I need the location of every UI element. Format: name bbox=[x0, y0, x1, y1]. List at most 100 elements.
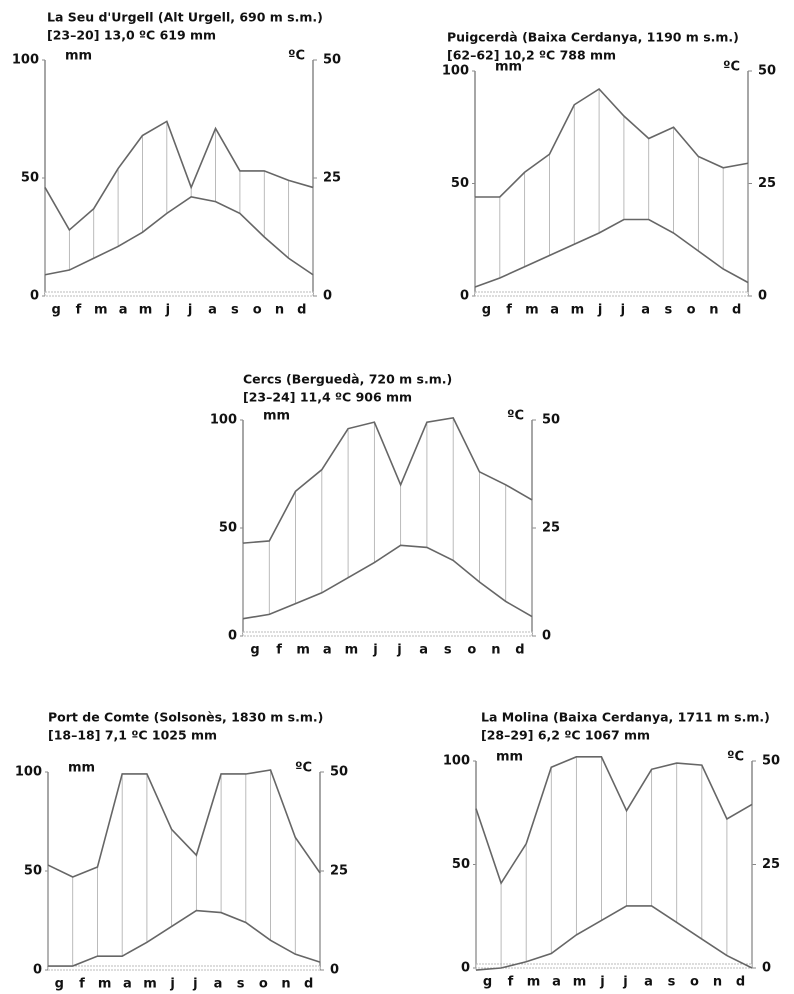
x-tick-label: a bbox=[641, 303, 650, 318]
x-tick-label: d bbox=[304, 977, 313, 992]
y2-axis-label: ºC bbox=[727, 750, 744, 765]
x-tick-label: j bbox=[192, 977, 197, 992]
x-tick-label: j bbox=[187, 303, 192, 318]
x-tick-label: s bbox=[237, 977, 245, 992]
temperature-line bbox=[242, 544, 533, 620]
precipitation-line bbox=[475, 87, 749, 198]
x-tick-label: o bbox=[687, 303, 696, 318]
y2-tick-label: 0 bbox=[330, 963, 339, 978]
x-tick-label: g bbox=[250, 643, 259, 658]
precipitation-line bbox=[47, 769, 321, 878]
x-tick-label: m bbox=[573, 975, 587, 990]
x-tick-label: s bbox=[444, 643, 452, 658]
x-tick-label: j bbox=[622, 975, 627, 990]
x-tick-label: m bbox=[143, 977, 157, 992]
x-tick-label: d bbox=[297, 303, 306, 318]
x-tick-label: a bbox=[644, 975, 653, 990]
y-tick-label: 0 bbox=[33, 963, 42, 978]
y-tick-label: 100 bbox=[210, 413, 237, 428]
y2-tick-label: 0 bbox=[323, 289, 332, 304]
x-tick-label: j bbox=[597, 303, 602, 318]
x-tick-label: m bbox=[345, 643, 359, 658]
chart-subtitle: [18–18] 7,1 ºC 1025 mm bbox=[48, 728, 217, 743]
y-tick-label: 100 bbox=[15, 765, 42, 780]
x-tick-label: s bbox=[231, 303, 239, 318]
x-tick-label: n bbox=[709, 303, 718, 318]
x-tick-label: a bbox=[550, 303, 559, 318]
x-tick-label: j bbox=[165, 303, 170, 318]
y-tick-label: 50 bbox=[452, 857, 470, 872]
x-tick-label: a bbox=[208, 303, 217, 318]
x-tick-label: n bbox=[491, 643, 500, 658]
frost-band bbox=[44, 291, 314, 297]
y2-tick-label: 25 bbox=[762, 857, 780, 872]
y2-axis-label: ºC bbox=[295, 761, 312, 776]
x-tick-label: f bbox=[79, 977, 85, 992]
x-tick-label: j bbox=[372, 643, 377, 658]
x-tick-label: n bbox=[713, 975, 722, 990]
y2-tick-label: 0 bbox=[542, 629, 551, 644]
y-tick-label: 50 bbox=[219, 521, 237, 536]
x-tick-label: j bbox=[599, 975, 604, 990]
y-axis-label: mm bbox=[68, 761, 95, 776]
x-tick-label: f bbox=[76, 303, 82, 318]
precipitation-line bbox=[44, 120, 314, 232]
temperature-line bbox=[44, 196, 314, 276]
y2-tick-label: 25 bbox=[758, 176, 776, 191]
x-tick-label: m bbox=[139, 303, 153, 318]
x-tick-label: g bbox=[55, 977, 64, 992]
x-tick-label: a bbox=[214, 977, 223, 992]
y-tick-label: 0 bbox=[228, 629, 237, 644]
x-tick-label: j bbox=[620, 303, 625, 318]
y-axis-label: mm bbox=[495, 60, 522, 75]
x-tick-label: a bbox=[123, 977, 132, 992]
x-tick-label: f bbox=[276, 643, 282, 658]
temperature-line bbox=[475, 905, 753, 971]
x-tick-label: f bbox=[508, 975, 514, 990]
x-tick-label: g bbox=[483, 975, 492, 990]
y-axis-label: mm bbox=[496, 750, 523, 765]
x-tick-label: m bbox=[296, 643, 310, 658]
y2-tick-label: 50 bbox=[758, 64, 776, 79]
y2-axis-label: ºC bbox=[288, 49, 305, 64]
x-tick-label: d bbox=[736, 975, 745, 990]
y2-axis-label: ºC bbox=[507, 409, 524, 424]
x-tick-label: m bbox=[525, 303, 539, 318]
chart-subtitle: [23–20] 13,0 ºC 619 mm bbox=[47, 28, 216, 43]
x-tick-label: j bbox=[396, 643, 401, 658]
x-tick-label: m bbox=[94, 303, 108, 318]
x-tick-label: a bbox=[119, 303, 128, 318]
x-tick-label: o bbox=[690, 975, 699, 990]
x-tick-label: j bbox=[169, 977, 174, 992]
x-tick-label: s bbox=[668, 975, 676, 990]
y2-axis-label: ºC bbox=[723, 60, 740, 75]
chart-subtitle: [62–62] 10,2 ºC 788 mm bbox=[447, 48, 616, 63]
y2-tick-label: 25 bbox=[323, 171, 341, 186]
frost-band bbox=[474, 291, 749, 297]
y2-tick-label: 50 bbox=[762, 754, 780, 769]
y2-tick-label: 50 bbox=[542, 413, 560, 428]
x-tick-label: d bbox=[515, 643, 524, 658]
y-tick-label: 0 bbox=[30, 289, 39, 304]
chart-subtitle: [28–29] 6,2 ºC 1067 mm bbox=[481, 728, 650, 743]
x-tick-label: m bbox=[571, 303, 585, 318]
x-tick-label: a bbox=[323, 643, 332, 658]
y-tick-label: 0 bbox=[460, 289, 469, 304]
chart-title: Cercs (Berguedà, 720 m s.m.) bbox=[243, 372, 452, 387]
x-tick-label: o bbox=[259, 977, 268, 992]
x-tick-label: o bbox=[467, 643, 476, 658]
x-tick-label: o bbox=[253, 303, 262, 318]
y2-tick-label: 25 bbox=[330, 864, 348, 879]
y-axis-label: mm bbox=[263, 409, 290, 424]
frost-band bbox=[47, 965, 321, 971]
y-tick-label: 100 bbox=[443, 754, 470, 769]
y-tick-label: 100 bbox=[12, 53, 39, 68]
y-tick-label: 0 bbox=[461, 961, 470, 976]
x-tick-label: n bbox=[275, 303, 284, 318]
x-tick-label: s bbox=[665, 303, 673, 318]
y-tick-label: 50 bbox=[21, 171, 39, 186]
y-tick-label: 50 bbox=[24, 864, 42, 879]
chart-title: Port de Comte (Solsonès, 1830 m s.m.) bbox=[48, 710, 323, 725]
